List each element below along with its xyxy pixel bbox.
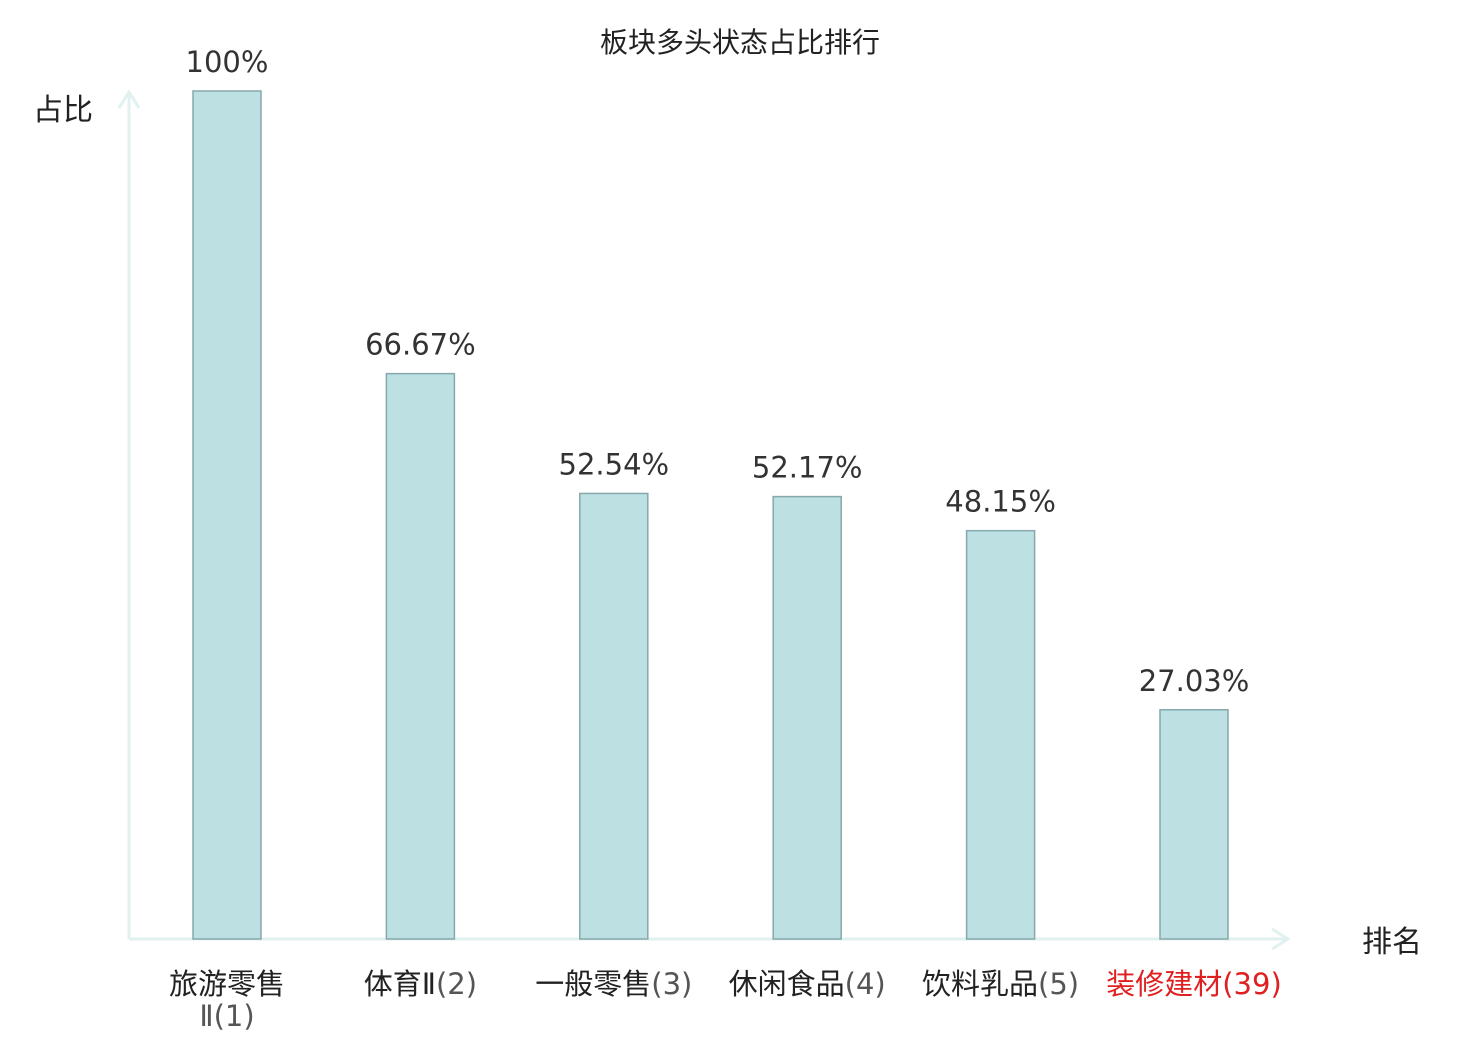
x-tick-rank: (5) bbox=[1038, 967, 1079, 1001]
bar bbox=[965, 529, 1036, 940]
x-tick-label: 一般零售(3) bbox=[535, 967, 692, 1001]
bar bbox=[192, 90, 262, 940]
axes bbox=[117, 89, 1291, 951]
chart-title: 板块多头状态占比排行 bbox=[600, 26, 880, 59]
data-label: 27.03% bbox=[1139, 664, 1250, 698]
value-labels-group: 100% 66.67% 52.54% 52.17% 48.15% 27.03% bbox=[186, 45, 1250, 698]
x-tick-rank: (4) bbox=[845, 967, 886, 1001]
x-tick-name: 体育Ⅱ bbox=[364, 967, 436, 1001]
bar bbox=[772, 495, 842, 940]
x-tick-label: 休闲食品(4) bbox=[729, 967, 886, 1001]
x-tick-label: 旅游零售 bbox=[169, 967, 285, 1001]
data-label: 66.67% bbox=[365, 328, 476, 362]
x-tick-rank: (3) bbox=[651, 967, 692, 1001]
x-tick-rank: (2) bbox=[436, 967, 477, 1001]
bar bbox=[1159, 709, 1229, 940]
x-axis-arrow bbox=[1271, 927, 1291, 951]
bar bbox=[579, 492, 649, 940]
x-tick-rank: Ⅱ(1) bbox=[199, 999, 254, 1033]
x-tick-name: 旅游零售 bbox=[169, 967, 285, 1001]
data-label: 48.15% bbox=[945, 485, 1056, 519]
x-axis-label: 排名 bbox=[1362, 925, 1422, 960]
y-axis-label: 占比 bbox=[33, 93, 93, 128]
x-tick-label: 饮料乳品(5) bbox=[922, 967, 1079, 1001]
x-tick-name: 一般零售 bbox=[535, 967, 651, 1001]
bar bbox=[385, 372, 456, 940]
data-label: 100% bbox=[186, 45, 269, 79]
x-tick-label: 体育Ⅱ(2) bbox=[364, 967, 477, 1001]
y-axis-arrow bbox=[117, 89, 141, 109]
x-tick-label: 装修建材(39) bbox=[1106, 967, 1282, 1001]
x-tick-label-continued: Ⅱ(1) bbox=[199, 999, 254, 1033]
bars-group bbox=[192, 90, 1229, 940]
data-label: 52.54% bbox=[559, 447, 670, 481]
x-tick-name: 饮料乳品 bbox=[922, 967, 1038, 1001]
x-tick-name: 装修建材 bbox=[1106, 967, 1222, 1001]
data-label: 52.17% bbox=[752, 451, 863, 485]
x-tick-rank: (39) bbox=[1222, 967, 1282, 1001]
x-tick-name: 休闲食品 bbox=[729, 967, 845, 1001]
